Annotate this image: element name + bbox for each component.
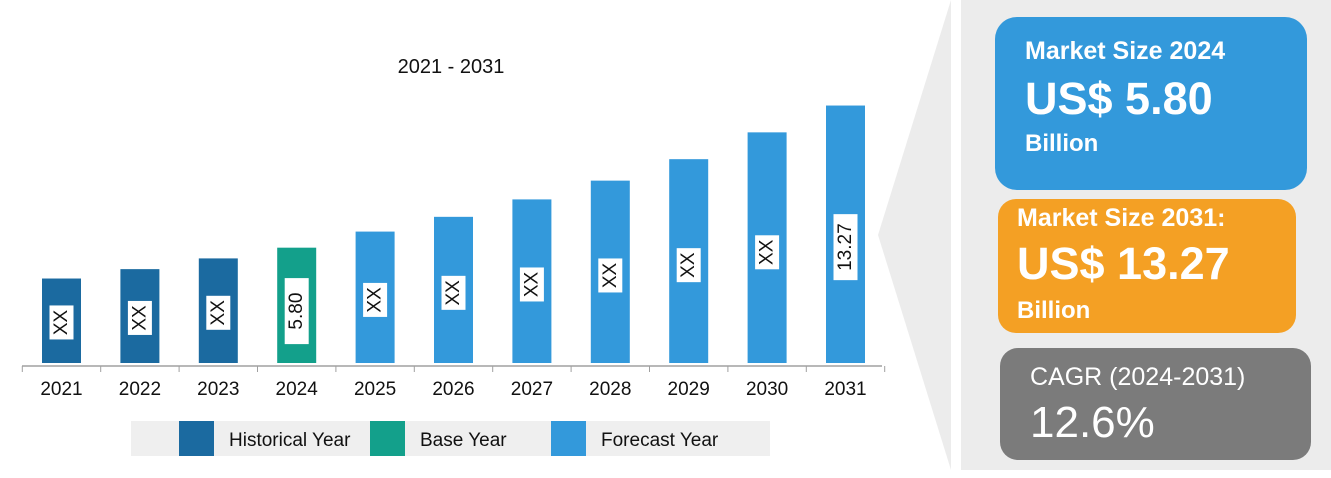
bar-value-label-2028: XX xyxy=(600,262,621,288)
market-size-2031-unit: Billion xyxy=(1017,297,1091,324)
x-tick-label-2022: 2022 xyxy=(119,379,161,400)
x-tick-label-2024: 2024 xyxy=(276,379,319,400)
legend-swatch-base xyxy=(370,421,405,456)
bar-value-label-2027: XX xyxy=(521,271,542,297)
legend-swatch-forecast xyxy=(551,421,586,456)
bar-value-label-2026: XX xyxy=(443,280,464,306)
bar-value-label-2030: XX xyxy=(757,239,778,265)
bar-value-label-2025: XX xyxy=(365,287,386,313)
bar-value-label-2022: XX xyxy=(129,305,150,331)
x-tick-label-2023: 2023 xyxy=(197,379,239,400)
market-size-2024-unit: Billion xyxy=(1025,130,1099,157)
legend-label-base: Base Year xyxy=(420,430,507,451)
bar-label-box-2027 xyxy=(519,267,544,302)
bar-value-label-2023: XX xyxy=(208,300,229,326)
x-tick-label-2031: 2031 xyxy=(824,379,866,400)
cagr-label: CAGR (2024-2031) xyxy=(1030,363,1246,391)
market-size-2031-value: US$ 13.27 xyxy=(1017,238,1230,289)
bar-value-label-2029: XX xyxy=(678,252,699,278)
legend-swatch-historical xyxy=(179,421,214,456)
bar-label-box-2024 xyxy=(284,278,309,345)
callout-pointer xyxy=(878,0,951,470)
bar-value-label-2024: 5.80 xyxy=(286,293,307,330)
market-size-2024-card: Market Size 2024 US$ 5.80 Billion xyxy=(995,17,1307,190)
legend: Historical Year Base Year Forecast Year xyxy=(131,421,770,456)
bar-label-box-2022 xyxy=(127,300,152,335)
bar-label-box-2030 xyxy=(755,235,780,270)
bar-label-box-2029 xyxy=(676,248,701,283)
bar-label-box-2026 xyxy=(441,275,466,310)
x-tick-label-2027: 2027 xyxy=(511,379,553,400)
bar-label-box-2028 xyxy=(598,258,623,293)
market-size-2031-label: Market Size 2031: xyxy=(1017,204,1226,232)
market-size-2031-card: Market Size 2031: US$ 13.27 Billion xyxy=(998,199,1296,333)
x-tick-label-2028: 2028 xyxy=(589,379,631,400)
bar-label-box-2023 xyxy=(206,295,231,330)
x-tick-label-2025: 2025 xyxy=(354,379,396,400)
bars-group: XX XX XX 5.80 XX XX XX XX XX XX 13.27 xyxy=(42,105,865,364)
bar-value-label-2031: 13.27 xyxy=(835,223,856,271)
legend-label-forecast: Forecast Year xyxy=(601,430,719,451)
x-tick-label-2026: 2026 xyxy=(432,379,474,400)
chart-title: 2021 - 2031 xyxy=(398,56,505,78)
bar-value-label-2021: XX xyxy=(51,309,72,335)
legend-label-historical: Historical Year xyxy=(229,430,351,451)
x-tick-label-2029: 2029 xyxy=(668,379,710,400)
bar-label-box-2031 xyxy=(833,214,858,281)
bar-label-box-2021 xyxy=(49,305,74,340)
market-size-2024-value: US$ 5.80 xyxy=(1025,73,1213,124)
cagr-value: 12.6% xyxy=(1030,398,1155,447)
bar-label-box-2025 xyxy=(363,282,388,317)
cagr-card: CAGR (2024-2031) 12.6% xyxy=(1000,348,1311,460)
x-tick-label-2030: 2030 xyxy=(746,379,788,400)
x-axis-ticks: 2021 2022 2023 2024 2025 2026 2027 2028 2029 2030… xyxy=(21,366,886,400)
x-tick-label-2021: 2021 xyxy=(40,379,82,400)
market-size-2024-label: Market Size 2024 xyxy=(1025,37,1226,65)
legend-background xyxy=(131,421,770,456)
